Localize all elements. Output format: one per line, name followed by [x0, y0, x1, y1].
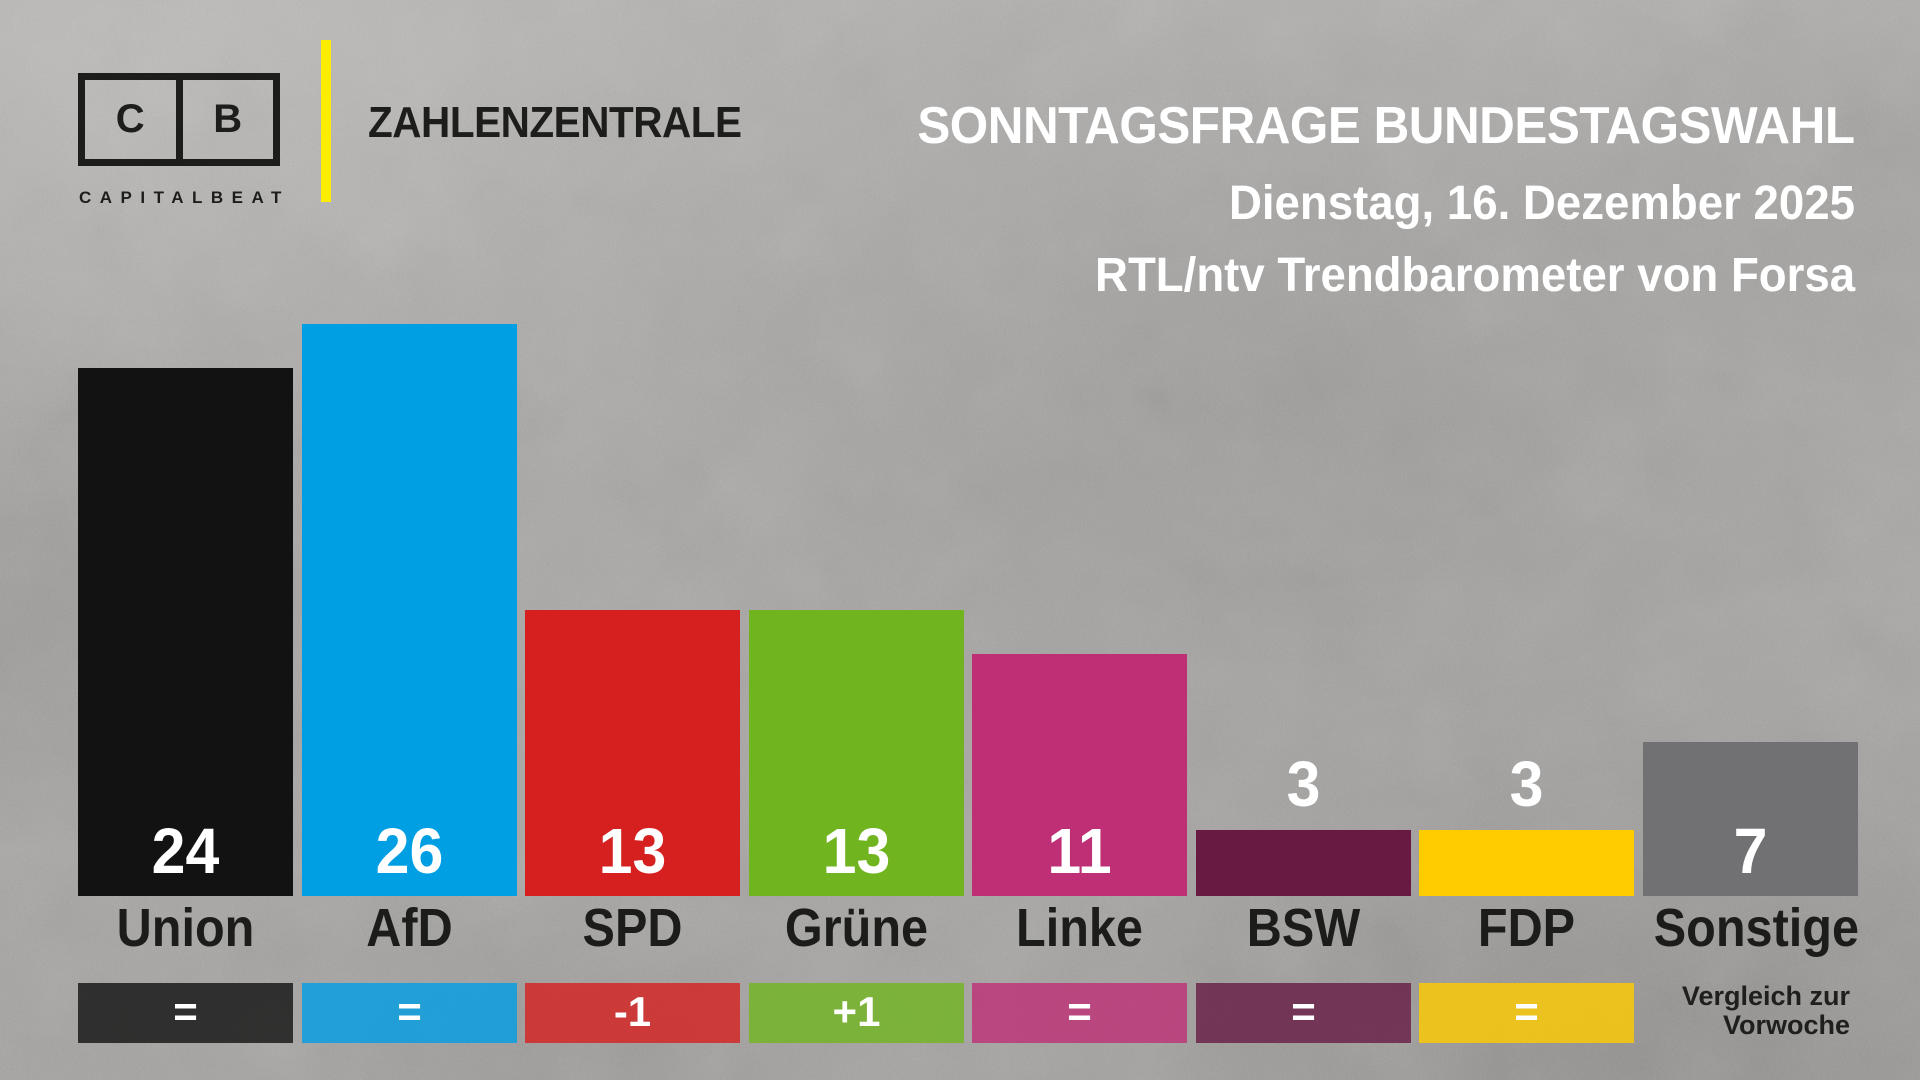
chart-title: SONNTAGSFRAGE BUNDESTAGSWAHL — [917, 97, 1856, 155]
category-label-linke: Linke — [1016, 898, 1143, 958]
category-label-fdp: FDP — [1477, 898, 1576, 958]
value-bsw: 3 — [1286, 748, 1321, 820]
change-box-union: = — [78, 983, 293, 1043]
logo-letter-c: C — [115, 97, 145, 141]
bar-bsw — [1196, 830, 1411, 896]
value-spd: 13 — [598, 815, 667, 887]
change-legend-line2: Vorwoche — [1722, 1010, 1850, 1040]
change-box-afd: = — [302, 983, 517, 1043]
category-label-afd: AfD — [366, 898, 453, 958]
change-box-linke: = — [972, 983, 1187, 1043]
category-label-union: Union — [116, 898, 255, 958]
change-legend-line1: Vergleich zur — [1681, 981, 1850, 1011]
bar-union — [78, 368, 293, 896]
value-fdp: 3 — [1509, 748, 1544, 820]
bar-sonstige — [1643, 742, 1858, 896]
category-label-sonstige: Sonstige — [1653, 898, 1859, 958]
yellow-divider-bar — [321, 40, 331, 202]
change-box-bsw: = — [1196, 983, 1411, 1043]
show-title: ZAHLENZENTRALE — [368, 98, 742, 147]
bar-spd — [525, 610, 740, 896]
value-afd: 26 — [375, 815, 444, 887]
bar-fdp — [1419, 830, 1634, 896]
value-linke: 11 — [1047, 815, 1112, 887]
capitalbeat-logo: C B — [78, 73, 280, 166]
value-sonstige: 7 — [1733, 815, 1768, 887]
bar-linke — [972, 654, 1187, 896]
bar-gr-ne — [749, 610, 964, 896]
logo-letter-b: B — [175, 80, 274, 159]
category-label-bsw: BSW — [1246, 898, 1361, 958]
change-box-fdp: = — [1419, 983, 1634, 1043]
capitalbeat-wordmark: CAPITALBEAT — [79, 188, 290, 207]
chart-source: RTL/ntv Trendbarometer von Forsa — [1094, 249, 1855, 302]
category-label-spd: SPD — [582, 898, 683, 958]
bar-afd — [302, 324, 517, 896]
value-gr-ne: 13 — [822, 815, 891, 887]
change-box-spd: -1 — [525, 983, 740, 1043]
change-box-gr-ne: +1 — [749, 983, 964, 1043]
category-label-gr-ne: Grüne — [784, 898, 929, 958]
value-union: 24 — [151, 815, 220, 887]
change-legend: Vergleich zur Vorwoche — [1682, 982, 1850, 1040]
chart-date: Dienstag, 16. Dezember 2025 — [1228, 177, 1855, 230]
